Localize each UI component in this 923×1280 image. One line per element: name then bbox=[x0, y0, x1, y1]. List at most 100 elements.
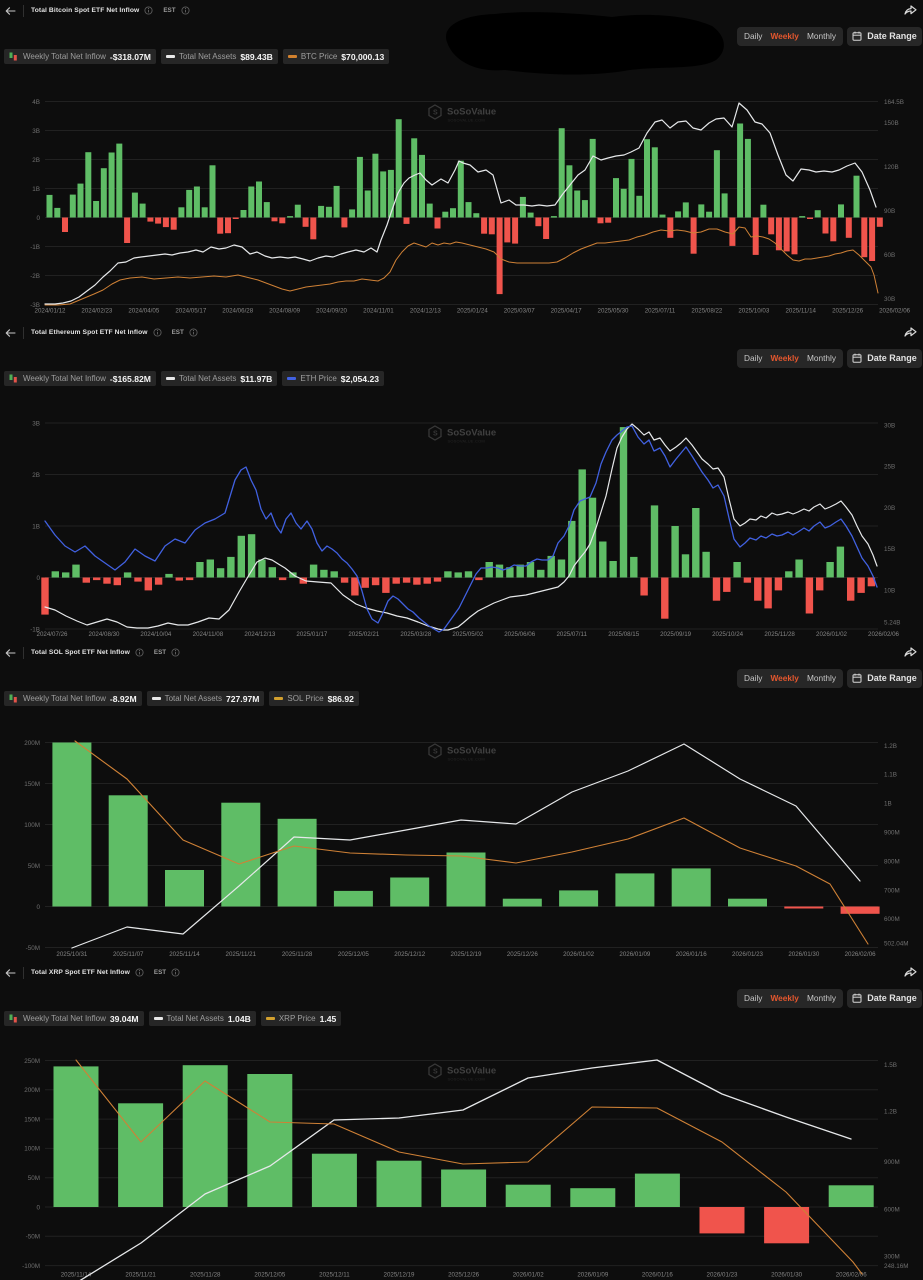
svg-text:2026/02/06: 2026/02/06 bbox=[868, 631, 900, 638]
svg-text:2025/02/21: 2025/02/21 bbox=[348, 631, 380, 638]
svg-text:SoSoValue: SoSoValue bbox=[447, 428, 496, 439]
svg-text:SOSOVALUE.COM: SOSOVALUE.COM bbox=[448, 1077, 485, 1082]
svg-text:600M: 600M bbox=[884, 1206, 900, 1213]
svg-text:2025/07/11: 2025/07/11 bbox=[556, 631, 587, 638]
svg-text:2026/01/16: 2026/01/16 bbox=[676, 951, 708, 958]
svg-text:25B: 25B bbox=[884, 463, 895, 470]
svg-text:2025/12/19: 2025/12/19 bbox=[451, 951, 483, 958]
svg-text:2026/01/02: 2026/01/02 bbox=[563, 951, 595, 958]
svg-text:2025/11/28: 2025/11/28 bbox=[764, 631, 795, 638]
svg-text:60B: 60B bbox=[884, 252, 895, 259]
svg-text:SoSoValue: SoSoValue bbox=[447, 1066, 496, 1077]
svg-text:2026/01/09: 2026/01/09 bbox=[577, 1272, 609, 1279]
svg-text:2025/11/14: 2025/11/14 bbox=[169, 951, 200, 958]
svg-text:2025/08/22: 2025/08/22 bbox=[691, 308, 723, 315]
svg-text:200M: 200M bbox=[24, 1087, 40, 1094]
svg-text:2024/02/23: 2024/02/23 bbox=[81, 308, 113, 315]
svg-text:200M: 200M bbox=[24, 740, 40, 747]
svg-text:2025/11/28: 2025/11/28 bbox=[190, 1272, 221, 1279]
svg-text:S: S bbox=[433, 110, 438, 117]
svg-text:2025/05/02: 2025/05/02 bbox=[452, 631, 484, 638]
svg-text:2025/10/31: 2025/10/31 bbox=[56, 951, 88, 958]
svg-text:2025/12/11: 2025/12/11 bbox=[319, 1272, 350, 1279]
svg-text:100M: 100M bbox=[24, 822, 40, 829]
svg-text:50M: 50M bbox=[28, 863, 40, 870]
svg-text:SoSoValue: SoSoValue bbox=[447, 107, 496, 118]
svg-text:2026/02/06: 2026/02/06 bbox=[836, 1272, 868, 1279]
svg-text:30B: 30B bbox=[884, 296, 895, 303]
svg-text:900M: 900M bbox=[884, 829, 900, 836]
svg-text:2024/09/20: 2024/09/20 bbox=[316, 308, 348, 315]
svg-text:2024/06/28: 2024/06/28 bbox=[222, 308, 254, 315]
svg-text:2024/11/08: 2024/11/08 bbox=[193, 631, 224, 638]
svg-text:0: 0 bbox=[36, 1204, 40, 1211]
svg-text:2025/12/26: 2025/12/26 bbox=[832, 308, 864, 315]
svg-text:2025/10/24: 2025/10/24 bbox=[712, 631, 744, 638]
svg-text:2025/06/06: 2025/06/06 bbox=[504, 631, 536, 638]
svg-text:1.2B: 1.2B bbox=[884, 743, 897, 750]
svg-text:250M: 250M bbox=[24, 1058, 40, 1065]
svg-text:-50M: -50M bbox=[26, 1234, 40, 1241]
svg-text:SOSOVALUE.COM: SOSOVALUE.COM bbox=[448, 118, 485, 123]
svg-text:2026/01/02: 2026/01/02 bbox=[513, 1272, 545, 1279]
svg-text:-2B: -2B bbox=[30, 273, 40, 280]
svg-text:164.5B: 164.5B bbox=[884, 99, 904, 106]
svg-text:2025/11/07: 2025/11/07 bbox=[113, 951, 144, 958]
svg-text:2026/01/23: 2026/01/23 bbox=[707, 1272, 739, 1279]
svg-text:2026/02/06: 2026/02/06 bbox=[879, 308, 911, 315]
svg-text:2026/01/30: 2026/01/30 bbox=[788, 951, 820, 958]
svg-text:502.04M: 502.04M bbox=[884, 940, 909, 947]
svg-text:15B: 15B bbox=[884, 546, 895, 553]
svg-text:100M: 100M bbox=[24, 1146, 40, 1153]
svg-text:SoSoValue: SoSoValue bbox=[447, 746, 496, 757]
svg-text:2025/11/21: 2025/11/21 bbox=[226, 951, 257, 958]
svg-text:2025/01/17: 2025/01/17 bbox=[296, 631, 328, 638]
svg-text:4B: 4B bbox=[32, 99, 40, 106]
svg-text:2024/11/01: 2024/11/01 bbox=[363, 308, 394, 315]
svg-text:150M: 150M bbox=[24, 1116, 40, 1123]
svg-text:2025/12/26: 2025/12/26 bbox=[448, 1272, 480, 1279]
svg-text:120B: 120B bbox=[884, 164, 899, 171]
svg-text:90B: 90B bbox=[884, 208, 895, 215]
svg-text:1B: 1B bbox=[32, 186, 40, 193]
svg-text:3B: 3B bbox=[32, 128, 40, 135]
svg-text:1B: 1B bbox=[884, 800, 892, 807]
svg-text:2025/03/07: 2025/03/07 bbox=[504, 308, 536, 315]
svg-text:2025/11/28: 2025/11/28 bbox=[282, 951, 313, 958]
svg-text:2024/08/09: 2024/08/09 bbox=[269, 308, 301, 315]
svg-text:2024/12/13: 2024/12/13 bbox=[244, 631, 276, 638]
svg-text:2025/11/14: 2025/11/14 bbox=[61, 1272, 92, 1279]
svg-text:2024/07/26: 2024/07/26 bbox=[37, 631, 69, 638]
svg-text:2B: 2B bbox=[32, 157, 40, 164]
svg-text:2024/12/13: 2024/12/13 bbox=[410, 308, 442, 315]
svg-text:2026/01/16: 2026/01/16 bbox=[642, 1272, 674, 1279]
svg-text:S: S bbox=[433, 1069, 438, 1076]
svg-text:-1B: -1B bbox=[30, 244, 40, 251]
svg-text:2025/08/15: 2025/08/15 bbox=[608, 631, 640, 638]
svg-text:2024/04/05: 2024/04/05 bbox=[128, 308, 160, 315]
svg-text:-100M: -100M bbox=[22, 1263, 40, 1270]
svg-text:2025/12/12: 2025/12/12 bbox=[394, 951, 426, 958]
svg-text:S: S bbox=[433, 431, 438, 438]
svg-text:2025/12/19: 2025/12/19 bbox=[384, 1272, 416, 1279]
svg-text:900M: 900M bbox=[884, 1159, 900, 1166]
svg-text:20B: 20B bbox=[884, 505, 895, 512]
svg-text:-1B: -1B bbox=[30, 626, 40, 633]
svg-text:2025/11/14: 2025/11/14 bbox=[785, 308, 816, 315]
svg-text:5.24B: 5.24B bbox=[884, 619, 900, 626]
svg-text:0: 0 bbox=[36, 575, 40, 582]
svg-text:-50M: -50M bbox=[26, 945, 40, 952]
svg-text:3B: 3B bbox=[32, 420, 40, 427]
svg-text:2026/01/30: 2026/01/30 bbox=[771, 1272, 803, 1279]
svg-text:2026/02/06: 2026/02/06 bbox=[845, 951, 877, 958]
svg-text:2025/03/28: 2025/03/28 bbox=[400, 631, 432, 638]
svg-text:SOSOVALUE.COM: SOSOVALUE.COM bbox=[448, 439, 485, 444]
svg-text:2026/01/23: 2026/01/23 bbox=[732, 951, 764, 958]
svg-text:2025/01/24: 2025/01/24 bbox=[457, 308, 489, 315]
svg-text:700M: 700M bbox=[884, 887, 900, 894]
svg-text:1.1B: 1.1B bbox=[884, 771, 897, 778]
svg-text:2025/12/26: 2025/12/26 bbox=[507, 951, 539, 958]
svg-text:300M: 300M bbox=[884, 1254, 900, 1261]
svg-text:2025/05/30: 2025/05/30 bbox=[598, 308, 630, 315]
svg-text:2025/09/19: 2025/09/19 bbox=[660, 631, 692, 638]
